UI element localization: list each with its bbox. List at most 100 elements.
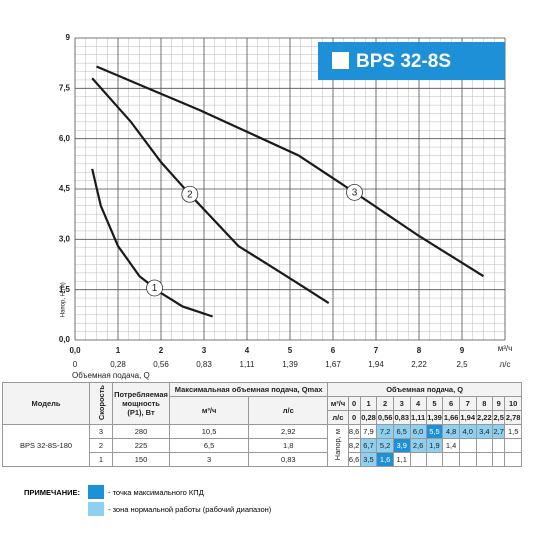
legend-label: 2 — [187, 189, 193, 200]
table-cell: 3,5 — [359, 452, 378, 467]
x-tick-label: 4 — [245, 346, 250, 355]
header-cell: 2 — [376, 396, 394, 411]
x-tick-label: 1 — [116, 346, 121, 355]
table-cell: 7,9 — [359, 424, 378, 439]
header-cell: 2,22 — [475, 410, 494, 425]
table-cell: 5,2 — [376, 438, 394, 453]
table-cell: 4,0 — [458, 424, 477, 439]
x2-tick-label: 0,83 — [196, 360, 212, 369]
x-tick-label: 6 — [331, 346, 336, 355]
header-cell: м³/ч — [327, 396, 349, 411]
table-cell: 0,83 — [248, 452, 329, 467]
table-row: 1 150 3 0,83 6,6 3,5 1,6 1,1 — [3, 452, 522, 467]
header-text: Скорость — [96, 384, 106, 421]
table-cell: 2 — [89, 438, 113, 453]
table-cell — [442, 452, 460, 467]
curve — [96, 65, 485, 278]
table-row: BPS 32-8S-180 3 280 10,5 2,92 Напор, м 8,6 7,9 7… — [2, 424, 522, 467]
table-cell: 1,4 — [442, 438, 460, 453]
table-cell: 1,1 — [392, 452, 411, 467]
x-tick-label: 0,0 — [69, 346, 81, 355]
title-icon — [332, 52, 349, 69]
curve — [91, 168, 213, 318]
header-cell: 0 — [347, 410, 361, 425]
x2-tick-label: 1,39 — [282, 360, 298, 369]
header-cell: 1 — [359, 396, 378, 411]
header-cell: Объемная подача, Q — [327, 382, 522, 397]
table-cell — [492, 452, 506, 467]
y-tick-label: 9 — [66, 33, 71, 42]
curve-label-circle — [146, 279, 163, 297]
header-cell: 10 — [504, 396, 522, 411]
table-cell: 5,5 — [425, 424, 444, 439]
legend-label: 1 — [152, 283, 158, 294]
header-cell: 1,11 — [409, 410, 427, 425]
table-cell — [492, 438, 506, 453]
table-cell: 3 — [89, 424, 113, 439]
table-cell: 6,0 — [409, 424, 427, 439]
table-row: Модель Скорость Потребляемая мощность (Р1)… — [2, 382, 522, 425]
table-cell — [409, 452, 427, 467]
header-cell: Потребляемая мощность (Р1), Вт — [112, 382, 170, 425]
y-tick-label: 3,0 — [59, 234, 71, 243]
y-tick-label: 1,5 — [59, 285, 71, 294]
header-cell: 0,56 — [376, 410, 394, 425]
table-cell: 1,9 — [425, 438, 444, 453]
model-cell: BPS 32-8S-180 — [2, 424, 90, 467]
x2-unit: л/с — [500, 360, 511, 369]
chart: 0,0 1 2 3 4 5 6 7 8 9 0 0,28 0,56 0,83 1,11 1,39 1,67 1,9… — [59, 33, 512, 380]
table-cell: 10,5 — [168, 424, 250, 439]
table-cell: 225 — [112, 438, 170, 453]
data-table: Модель Скорость Потребляемая мощность (Р1)… — [2, 382, 522, 467]
table-cell — [504, 452, 522, 467]
table-cell: 2,7 — [492, 424, 506, 439]
x2-tick-label: 0,28 — [110, 360, 126, 369]
table-cell: 6,6 — [347, 452, 361, 467]
x-tick-label: 5 — [288, 346, 293, 355]
x-tick-label: 7 — [374, 346, 379, 355]
header-cell: 0 — [347, 396, 361, 411]
header-cell: Модель — [2, 382, 90, 425]
table-cell: 150 — [112, 452, 170, 467]
header-cell: 8 — [475, 396, 494, 411]
table-cell — [425, 452, 444, 467]
table-cell: 280 — [112, 424, 170, 439]
y-tick-label: 4,5 — [59, 184, 71, 193]
y-tick-label: 6,0 — [59, 134, 71, 143]
table-cell — [458, 438, 477, 453]
header-cell: 7 — [458, 396, 477, 411]
note-item: - зона нормальной работы (рабочий диапаз… — [108, 505, 272, 514]
table-cell: 1,5 — [504, 424, 522, 439]
table-cell — [475, 438, 494, 453]
header-cell: 5 — [425, 396, 444, 411]
header-cell: 3 — [392, 396, 411, 411]
header-cell: л/с — [248, 396, 329, 425]
x2-tick-label: 2,22 — [411, 360, 427, 369]
header-cell: 1,94 — [458, 410, 477, 425]
table-cell: 2,6 — [409, 438, 427, 453]
header-cell: м³/ч — [168, 396, 250, 425]
header-cell: 9 — [492, 396, 506, 411]
table-cell: 3 — [168, 452, 250, 467]
x2-tick-label: 1,67 — [325, 360, 341, 369]
table-cell: 6,5 — [168, 438, 250, 453]
x2-tick-label: 2,5 — [456, 360, 468, 369]
note-item: - точка максимального КПД — [108, 488, 204, 497]
curve-label-circle — [181, 185, 199, 203]
head-label-cell: Напор, м — [327, 424, 349, 467]
legend-swatch — [88, 502, 104, 516]
table-cell — [458, 452, 477, 467]
x-tick-label: 2 — [159, 346, 164, 355]
table-cell: 1,8 — [248, 438, 329, 453]
chart-title: BPS 32-8S — [356, 51, 451, 72]
header-cell: Скорость — [89, 382, 113, 425]
y-axis-label: Напор, Н (м) — [61, 282, 67, 317]
y-tick-label: 7,5 — [59, 83, 71, 92]
header-cell: 6 — [442, 396, 460, 411]
table-cell: 6,5 — [392, 424, 411, 439]
header-cell: 2,5 — [492, 410, 506, 425]
x-tick-label: 9 — [460, 346, 465, 355]
x2-tick-label: 1,11 — [240, 360, 256, 369]
x-tick-label: 8 — [417, 346, 422, 355]
